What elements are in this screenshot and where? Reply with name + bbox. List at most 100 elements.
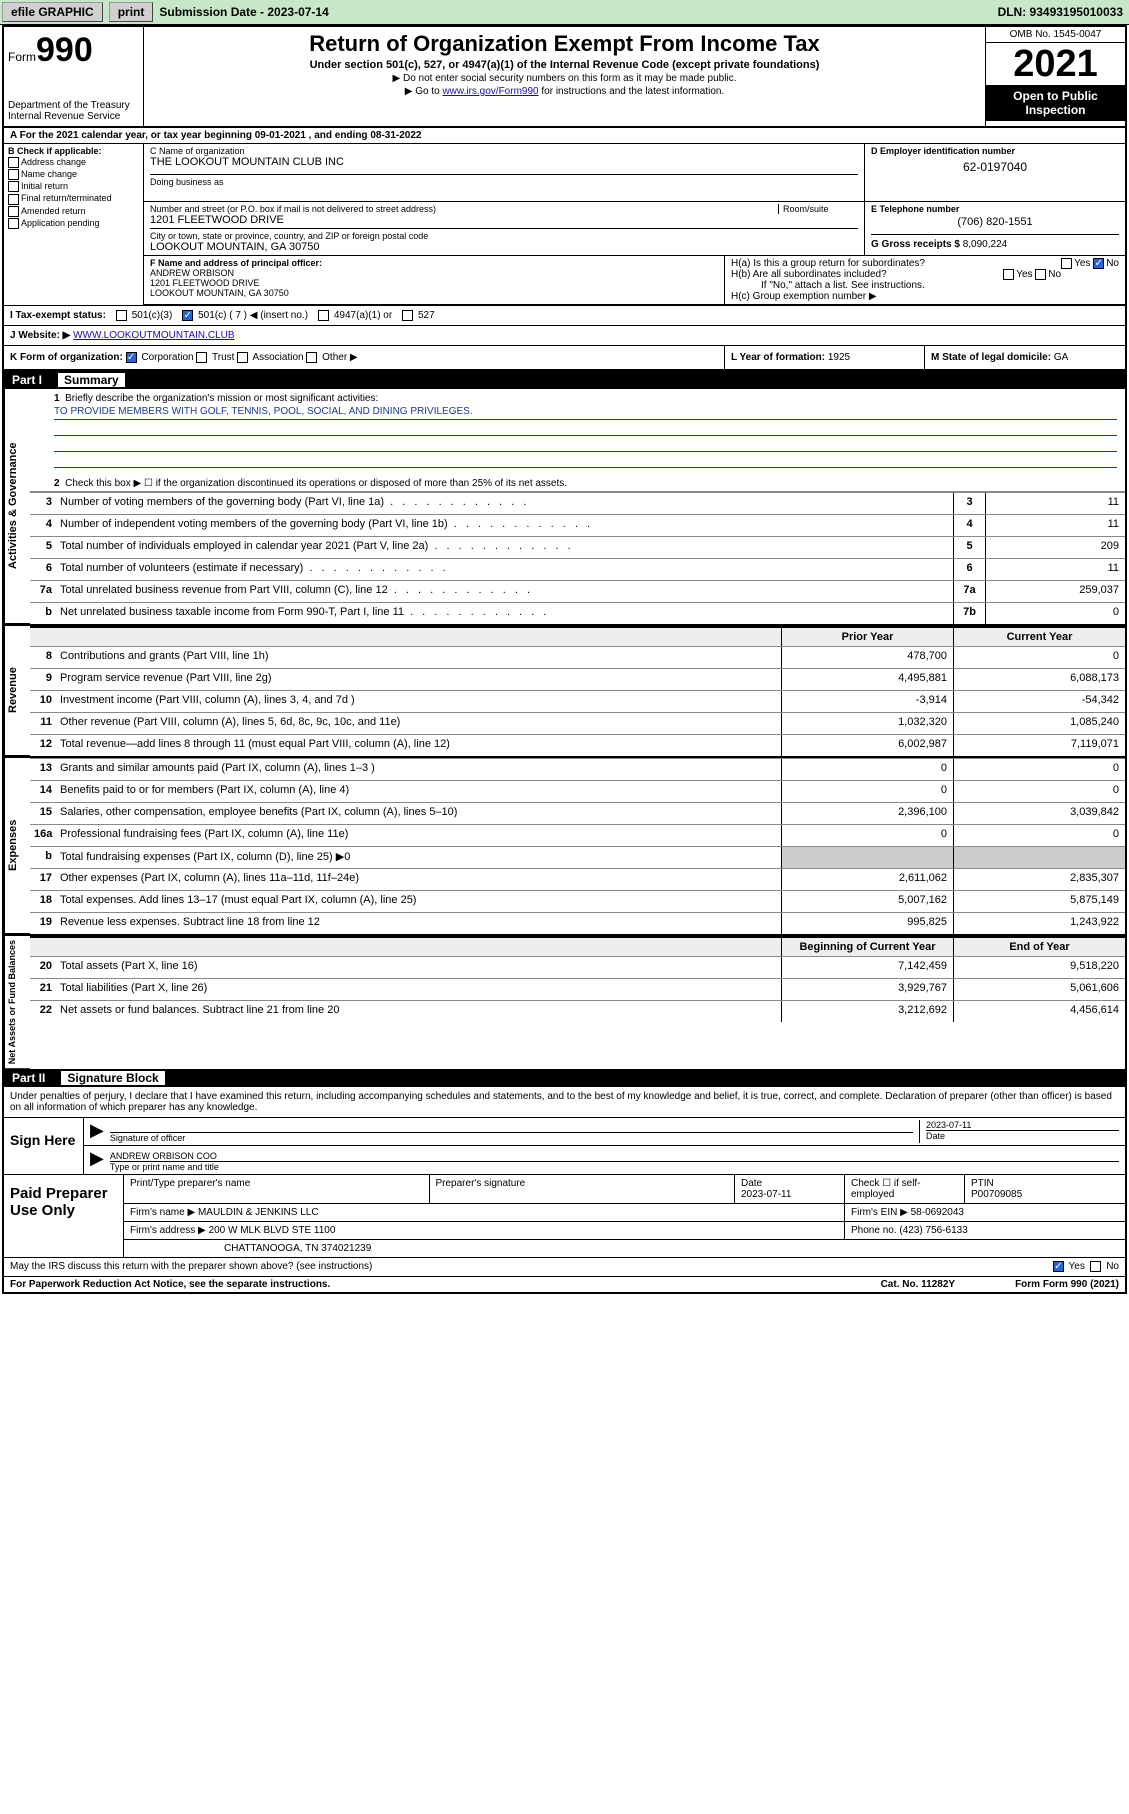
year-formation: L Year of formation: 1925 [725, 346, 925, 369]
gov-line-3: 3Number of voting members of the governi… [30, 492, 1125, 514]
rev-line-9: 9Program service revenue (Part VIII, lin… [30, 668, 1125, 690]
f-label: F Name and address of principal officer: [150, 258, 718, 268]
header-center: Return of Organization Exempt From Incom… [144, 27, 985, 126]
paid-preparer-label: Paid Preparer Use Only [4, 1175, 124, 1257]
gov-line-4: 4Number of independent voting members of… [30, 514, 1125, 536]
ha-no[interactable]: No [1106, 258, 1119, 269]
hb-label: H(b) Are all subordinates included? [731, 269, 887, 280]
chk-4947[interactable]: 4947(a)(1) or [334, 310, 392, 321]
side-netassets: Net Assets or Fund Balances [4, 936, 30, 1069]
street-address: 1201 FLEETWOOD DRIVE [150, 214, 858, 226]
note-ssn: ▶ Do not enter social security numbers o… [148, 73, 981, 84]
ha-yes[interactable]: Yes [1074, 258, 1090, 269]
principal-officer: F Name and address of principal officer:… [144, 256, 725, 304]
officer-addr2: LOOKOUT MOUNTAIN, GA 30750 [150, 288, 718, 298]
discuss-question: May the IRS discuss this return with the… [10, 1261, 372, 1272]
sig-label: Signature of officer [110, 1132, 913, 1143]
sig-date: 2023-07-11 [926, 1120, 1119, 1130]
prep-name-head: Print/Type preparer's name [124, 1175, 430, 1203]
chk-name-change[interactable]: Name change [8, 169, 139, 180]
discuss-yes[interactable]: Yes [1069, 1262, 1085, 1273]
firm-addr2: CHATTANOOGA, TN 374021239 [124, 1240, 1125, 1257]
ein-label: D Employer identification number [871, 146, 1119, 156]
exp-line-18: 18Total expenses. Add lines 13–17 (must … [30, 890, 1125, 912]
print-btn[interactable]: print [109, 2, 154, 22]
chk-corp[interactable]: Corporation [141, 352, 193, 363]
ein-label2: Firm's EIN ▶ [851, 1207, 908, 1218]
ptin-head: PTIN [971, 1178, 994, 1189]
firm-name: MAULDIN & JENKINS LLC [198, 1207, 319, 1218]
efile-btn[interactable]: efile GRAPHIC [2, 2, 103, 22]
preparer-header-row: Print/Type preparer's name Preparer's si… [124, 1175, 1125, 1204]
footer-left: For Paperwork Reduction Act Notice, see … [10, 1279, 881, 1290]
chk-assoc[interactable]: Association [252, 352, 303, 363]
exp-line-15: 15Salaries, other compensation, employee… [30, 802, 1125, 824]
topbar: efile GRAPHIC print Submission Date - 20… [0, 0, 1129, 25]
footer-right: Form Form 990 (2021) [1015, 1279, 1119, 1290]
chk-initial-return[interactable]: Initial return [8, 181, 139, 192]
chk-501c3[interactable]: 501(c)(3) [132, 310, 173, 321]
prep-selfemp[interactable]: Check ☐ if self-employed [845, 1175, 965, 1203]
gross-value: 8,090,224 [963, 239, 1008, 250]
firm-phone-row: Phone no. (423) 756-6133 [845, 1222, 1125, 1239]
col-b-checkboxes: B Check if applicable: Address change Na… [4, 144, 144, 305]
firm-phone: (423) 756-6133 [899, 1225, 967, 1236]
part1-title: Summary [58, 373, 125, 387]
chk-other[interactable]: Other ▶ [322, 352, 357, 363]
chk-501c[interactable]: 501(c) ( 7 ) ◀ (insert no.) [198, 310, 308, 321]
firm-ein-row: Firm's EIN ▶ 58-0692043 [845, 1204, 1125, 1221]
firm-label: Firm's name ▶ [130, 1207, 195, 1218]
part1-label: Part I [12, 373, 42, 387]
sig-date-label: Date [926, 1130, 1119, 1141]
part2-header: Part II Signature Block [4, 1069, 1125, 1087]
exp-line-17: 17Other expenses (Part IX, column (A), l… [30, 868, 1125, 890]
i-label: I Tax-exempt status: [10, 310, 106, 321]
website-link[interactable]: WWW.LOOKOUTMOUNTAIN.CLUB [73, 330, 234, 341]
current-year-head: Current Year [953, 628, 1125, 646]
footer: For Paperwork Reduction Act Notice, see … [4, 1277, 1125, 1292]
firm-addr-label: Firm's address ▶ [130, 1225, 206, 1236]
exp-line-19: 19Revenue less expenses. Subtract line 1… [30, 912, 1125, 934]
prep-date: 2023-07-11 [741, 1189, 791, 1200]
discuss-no[interactable]: No [1106, 1262, 1119, 1273]
part2-title: Signature Block [61, 1071, 164, 1085]
chk-527[interactable]: 527 [418, 310, 435, 321]
org-name: THE LOOKOUT MOUNTAIN CLUB INC [150, 156, 858, 168]
gov-line-7b: bNet unrelated business taxable income f… [30, 602, 1125, 624]
hb-no[interactable]: No [1048, 269, 1061, 280]
officer-name-field: ANDREW ORBISON COO Type or print name an… [110, 1148, 1119, 1172]
org-name-block: C Name of organization THE LOOKOUT MOUNT… [144, 144, 865, 201]
exp-line-b: bTotal fundraising expenses (Part IX, co… [30, 846, 1125, 868]
city-label: City or town, state or province, country… [150, 231, 858, 241]
form-990: Form990 Department of the Treasury Inter… [2, 25, 1127, 1294]
net-line-22: 22Net assets or fund balances. Subtract … [30, 1000, 1125, 1022]
mission-label: Briefly describe the organization's miss… [65, 393, 378, 404]
chk-address-change[interactable]: Address change [8, 157, 139, 168]
dba-value [150, 187, 858, 199]
form-title: Return of Organization Exempt From Incom… [148, 31, 981, 57]
hb-yes[interactable]: Yes [1016, 269, 1032, 280]
form-subtitle: Under section 501(c), 527, or 4947(a)(1)… [148, 59, 981, 71]
row-a-taxyear: A For the 2021 calendar year, or tax yea… [4, 128, 1125, 144]
note-link: ▶ Go to www.irs.gov/Form990 for instruct… [148, 86, 981, 97]
phone-label: E Telephone number [871, 204, 1119, 214]
irs-link[interactable]: www.irs.gov/Form990 [442, 86, 538, 97]
side-expenses: Expenses [4, 758, 30, 934]
chk-amended[interactable]: Amended return [8, 206, 139, 217]
officer-name: ANDREW ORBISON [150, 268, 718, 278]
phone-gross-block: E Telephone number (706) 820-1551 G Gros… [865, 202, 1125, 255]
chk-trust[interactable]: Trust [212, 352, 234, 363]
chk-final-return[interactable]: Final return/terminated [8, 193, 139, 204]
part1-header: Part I Summary [4, 371, 1125, 389]
gov-line-6: 6Total number of volunteers (estimate if… [30, 558, 1125, 580]
prior-year-head: Prior Year [781, 628, 953, 646]
chk-app-pending[interactable]: Application pending [8, 218, 139, 229]
officer-signature[interactable]: Signature of officer [110, 1120, 913, 1143]
ha-label: H(a) Is this a group return for subordin… [731, 258, 925, 269]
ptin-value: P00709085 [971, 1189, 1022, 1200]
side-revenue: Revenue [4, 626, 30, 756]
dba-label: Doing business as [150, 174, 858, 187]
rev-line-11: 11Other revenue (Part VIII, column (A), … [30, 712, 1125, 734]
note2-pre: ▶ Go to [405, 86, 443, 97]
firm-ein: 58-0692043 [911, 1207, 964, 1218]
